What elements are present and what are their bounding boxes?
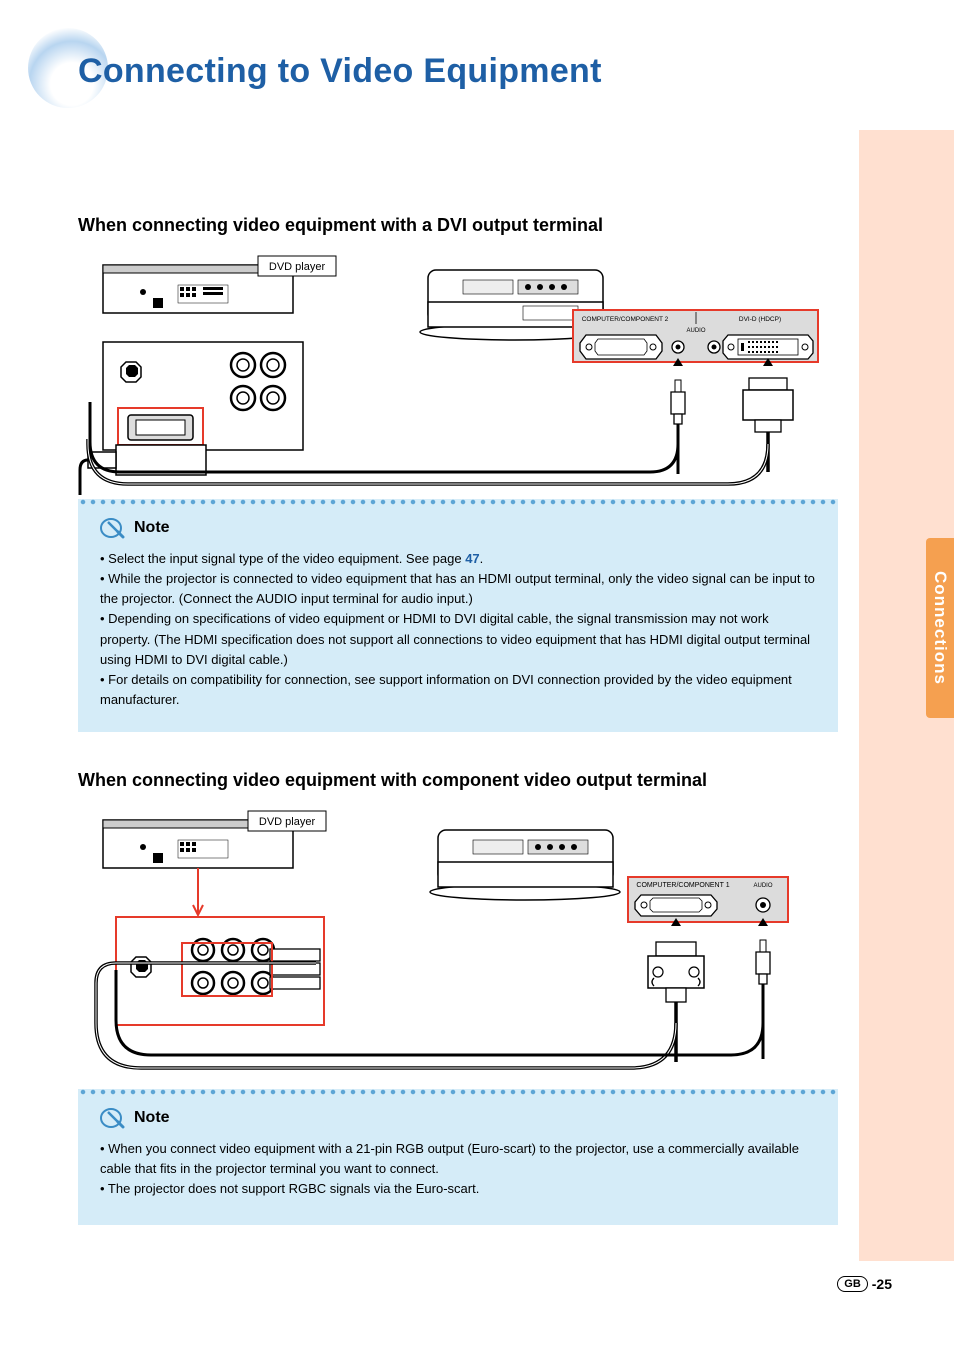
note-line1: • Select the input signal type of the vi… xyxy=(100,549,816,569)
diagram-component: DVD player xyxy=(78,805,838,1085)
note-body-dvi: • Select the input signal type of the vi… xyxy=(100,549,816,710)
note-text: . xyxy=(480,551,484,566)
region-badge: GB xyxy=(837,1276,868,1292)
dotted-border xyxy=(78,499,838,505)
section-dvi: When connecting video equipment with a D… xyxy=(78,215,848,732)
section-heading-component: When connecting video equipment with com… xyxy=(78,770,848,791)
note-line1: • When you connect video equipment with … xyxy=(100,1139,816,1179)
svg-text:AUDIO: AUDIO xyxy=(753,883,772,889)
dvd-label-text: DVD player xyxy=(269,261,326,273)
section-heading-dvi: When connecting video equipment with a D… xyxy=(78,215,848,236)
note-text: • Select the input signal type of the vi… xyxy=(100,551,465,566)
svg-text:DVD player: DVD player xyxy=(259,816,316,828)
page-number: -25 xyxy=(872,1276,892,1292)
section-component: When connecting video equipment with com… xyxy=(78,770,848,1225)
note-body-component: • When you connect video equipment with … xyxy=(100,1139,816,1199)
note-line4: • For details on compatibility for conne… xyxy=(100,670,816,710)
note-box-dvi: Note • Select the input signal type of t… xyxy=(78,499,838,732)
dotted-border xyxy=(78,1089,838,1095)
diagram-dvi: DVD player xyxy=(78,250,838,495)
note-line3: • Depending on specifications of video e… xyxy=(100,609,816,669)
note-header: Note xyxy=(100,517,816,539)
note-box-component: Note • When you connect video equipment … xyxy=(78,1089,838,1225)
note-line2: • The projector does not support RGBC si… xyxy=(100,1179,816,1199)
section-side-tab: Connections xyxy=(926,538,954,718)
diagram-dvi-svg: DVD player xyxy=(78,250,838,495)
diagram-component-svg: DVD player xyxy=(78,805,838,1085)
page-footer: GB -25 xyxy=(837,1276,892,1292)
svg-text:AUDIO: AUDIO xyxy=(686,328,705,334)
note-label: Note xyxy=(134,519,170,537)
svg-text:DVI-D (HDCP): DVI-D (HDCP) xyxy=(739,316,781,323)
note-icon xyxy=(100,1107,126,1129)
note-line2: • While the projector is connected to vi… xyxy=(100,569,816,609)
svg-text:COMPUTER/COMPONENT 1: COMPUTER/COMPONENT 1 xyxy=(636,882,729,889)
page-title: Connecting to Video Equipment xyxy=(78,52,602,91)
page-ref-link[interactable]: 47 xyxy=(465,551,479,566)
note-icon xyxy=(100,517,126,539)
note-label: Note xyxy=(134,1109,170,1127)
svg-text:COMPUTER/COMPONENT 2: COMPUTER/COMPONENT 2 xyxy=(582,316,669,323)
note-header: Note xyxy=(100,1107,816,1129)
side-tab-label: Connections xyxy=(930,571,950,685)
